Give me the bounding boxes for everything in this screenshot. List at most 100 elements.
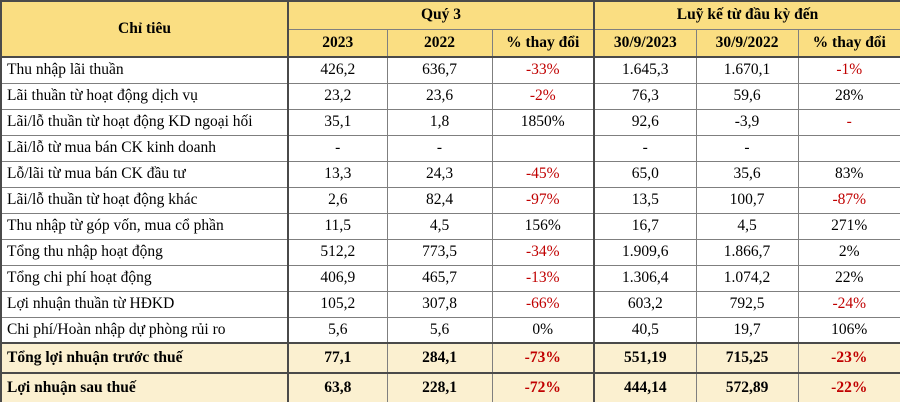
header-q3-2023: 2023	[287, 28, 388, 58]
value-cell: 13,5	[593, 186, 697, 214]
value-cell: 636,7	[386, 56, 493, 84]
value-cell: 105,2	[287, 290, 388, 318]
row-label-cell: Thu nhập từ góp vốn, mua cổ phần	[0, 212, 289, 240]
table-row: Tổng thu nhập hoạt động 512,2 773,5 -34% 1.9…	[0, 238, 900, 266]
change-cell: -22%	[797, 372, 900, 402]
value-cell: 4,5	[386, 212, 493, 240]
value-cell: 284,1	[386, 342, 493, 374]
value-cell: 24,3	[386, 160, 493, 188]
value-cell: 82,4	[386, 186, 493, 214]
header-row-groups: Chỉ tiêu Quý 3 Luỹ kế từ đầu kỳ đến	[0, 0, 900, 58]
row-label-cell: Lãi/lỗ từ mua bán CK kinh doanh	[0, 134, 289, 162]
header-q3-2022: 2022	[386, 28, 493, 58]
value-cell: 1.645,3	[593, 56, 697, 84]
table-row: Thu nhập từ góp vốn, mua cổ phần 11,5 4,5 1…	[0, 212, 900, 240]
value-cell: 406,9	[287, 264, 388, 292]
header-group-ytd: Luỹ kế từ đầu kỳ đến	[593, 0, 900, 30]
value-cell: 4,5	[695, 212, 799, 240]
value-cell: -	[386, 134, 493, 162]
value-cell: 1.866,7	[695, 238, 799, 266]
change-cell: -23%	[797, 342, 900, 374]
change-cell: -33%	[491, 56, 596, 84]
value-cell: 1.909,6	[593, 238, 697, 266]
value-cell: 444,14	[593, 372, 697, 402]
table-row: Thu nhập lãi thuần 426,2 636,7 -33% 1.645,3 1…	[0, 56, 900, 84]
table-row: Tổng lợi nhuận trước thuế 77,1 284,1 -73% 55…	[0, 342, 900, 374]
change-cell: -	[797, 108, 900, 136]
row-label-cell: Lãi/lỗ thuần từ hoạt động khác	[0, 186, 289, 214]
change-cell: -97%	[491, 186, 596, 214]
value-cell: 65,0	[593, 160, 697, 188]
table-row: Lãi thuần từ hoạt động dịch vụ 23,2 23,6 -2…	[0, 82, 900, 110]
value-cell: 11,5	[287, 212, 388, 240]
value-cell: 465,7	[386, 264, 493, 292]
value-cell: 773,5	[386, 238, 493, 266]
row-label-cell: Lãi thuần từ hoạt động dịch vụ	[0, 82, 289, 110]
value-cell: 228,1	[386, 372, 493, 402]
header-ytd-2023: 30/9/2023	[593, 28, 697, 58]
header-row-subcolumns: 2023 2022 % thay đổi 30/9/2023 30/9/2022…	[1, 28, 900, 58]
header-group-q3: Quý 3	[287, 0, 596, 30]
row-label-cell: Tổng thu nhập hoạt động	[0, 238, 289, 266]
value-cell: 77,1	[287, 342, 388, 374]
value-cell: 92,6	[593, 108, 697, 136]
change-cell	[491, 134, 596, 162]
value-cell: 572,89	[695, 372, 799, 402]
table-row: Tổng chi phí hoạt động 406,9 465,7 -13% 1.30…	[0, 264, 900, 292]
value-cell: 2,6	[287, 186, 388, 214]
change-cell: 1850%	[491, 108, 596, 136]
row-label-cell: Lợi nhuận sau thuế	[0, 372, 289, 402]
value-cell: 35,1	[287, 108, 388, 136]
change-cell: -1%	[797, 56, 900, 84]
value-cell: -	[695, 134, 799, 162]
change-cell: 28%	[797, 82, 900, 110]
change-cell: -87%	[797, 186, 900, 214]
value-cell: -	[287, 134, 388, 162]
change-cell: -72%	[491, 372, 596, 402]
row-label-cell: Lỗ/lãi từ mua bán CK đầu tư	[0, 160, 289, 188]
row-label-cell: Chi phí/Hoàn nhập dự phòng rủi ro	[0, 316, 289, 344]
change-cell: -13%	[491, 264, 596, 292]
change-cell: -73%	[491, 342, 596, 374]
value-cell: 16,7	[593, 212, 697, 240]
value-cell: 59,6	[695, 82, 799, 110]
value-cell: 307,8	[386, 290, 493, 318]
value-cell: 426,2	[287, 56, 388, 84]
change-cell: -66%	[491, 290, 596, 318]
value-cell: 76,3	[593, 82, 697, 110]
value-cell: 792,5	[695, 290, 799, 318]
change-cell	[797, 134, 900, 162]
value-cell: 23,6	[386, 82, 493, 110]
change-cell: -34%	[491, 238, 596, 266]
table-row: Lãi/lỗ thuần từ hoạt động KD ngoại hối 35…	[0, 108, 900, 136]
row-label-cell: Thu nhập lãi thuần	[0, 56, 289, 84]
value-cell: 13,3	[287, 160, 388, 188]
table-row: Lãi/lỗ thuần từ hoạt động khác 2,6 82,4 -97…	[0, 186, 900, 214]
change-cell: 271%	[797, 212, 900, 240]
value-cell: 603,2	[593, 290, 697, 318]
table-row: Lợi nhuận sau thuế 63,8 228,1 -72% 444,14 572…	[0, 372, 900, 402]
value-cell: 1.670,1	[695, 56, 799, 84]
value-cell: 5,6	[287, 316, 388, 344]
row-label-cell: Lợi nhuận thuần từ HĐKD	[0, 290, 289, 318]
header-ytd-change: % thay đổi	[797, 28, 900, 58]
change-cell: 156%	[491, 212, 596, 240]
table-row: Lợi nhuận thuần từ HĐKD 105,2 307,8 -66% 603…	[0, 290, 900, 318]
table-row: Chi phí/Hoàn nhập dự phòng rủi ro 5,6 5,6 0…	[0, 316, 900, 344]
change-cell: -24%	[797, 290, 900, 318]
table-body: Thu nhập lãi thuần 426,2 636,7 -33% 1.645,3 1…	[0, 56, 900, 402]
change-cell: 106%	[797, 316, 900, 344]
value-cell: 100,7	[695, 186, 799, 214]
row-label-cell: Tổng chi phí hoạt động	[0, 264, 289, 292]
value-cell: 512,2	[287, 238, 388, 266]
value-cell: 1.074,2	[695, 264, 799, 292]
value-cell: -	[593, 134, 697, 162]
value-cell: 19,7	[695, 316, 799, 344]
change-cell: 22%	[797, 264, 900, 292]
table-row: Lãi/lỗ từ mua bán CK kinh doanh - - - -	[0, 134, 900, 162]
row-label-cell: Tổng lợi nhuận trước thuế	[0, 342, 289, 374]
value-cell: 715,25	[695, 342, 799, 374]
row-label-cell: Lãi/lỗ thuần từ hoạt động KD ngoại hối	[0, 108, 289, 136]
value-cell: 551,19	[593, 342, 697, 374]
